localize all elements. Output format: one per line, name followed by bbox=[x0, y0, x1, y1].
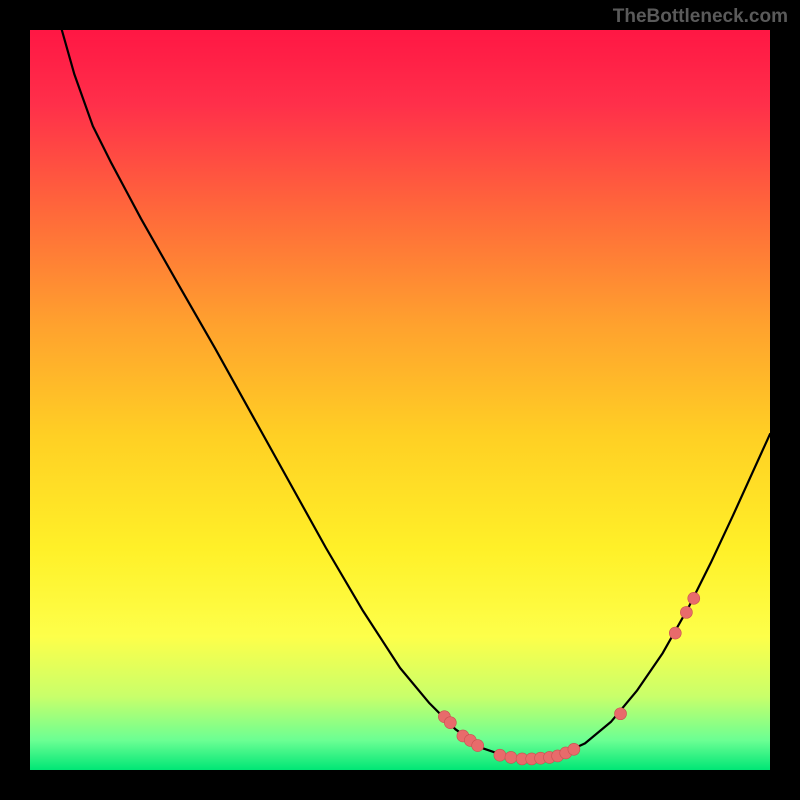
curve-layer bbox=[30, 30, 770, 770]
data-marker bbox=[669, 627, 681, 639]
bottleneck-curve bbox=[62, 30, 770, 759]
plot-area bbox=[30, 30, 770, 770]
data-marker bbox=[615, 708, 627, 720]
data-marker bbox=[688, 592, 700, 604]
data-marker bbox=[444, 717, 456, 729]
data-marker bbox=[472, 740, 484, 752]
data-marker bbox=[680, 606, 692, 618]
data-marker bbox=[568, 743, 580, 755]
data-marker bbox=[494, 749, 506, 761]
bottleneck-chart: TheBottleneck.com bbox=[0, 0, 800, 800]
marker-group bbox=[438, 592, 699, 765]
data-marker bbox=[505, 751, 517, 763]
watermark-text: TheBottleneck.com bbox=[613, 6, 788, 28]
